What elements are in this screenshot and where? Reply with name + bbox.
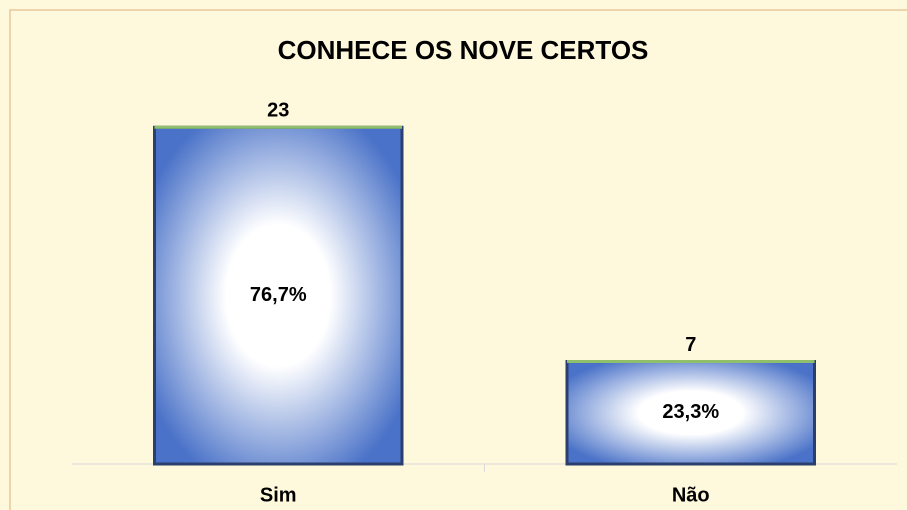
bar: [153, 125, 404, 466]
percent-label: 76,7%: [250, 284, 307, 306]
x-tick-label: Não: [672, 484, 710, 506]
frame: [9, 9, 907, 510]
chart-title: CONHECE OS NOVE CERTOS: [278, 35, 649, 65]
percent-label: 23,3%: [662, 401, 719, 423]
x-tick-label: Sim: [260, 484, 297, 506]
value-label: 23: [267, 100, 289, 122]
value-label: 7: [685, 334, 696, 356]
bar: [565, 360, 816, 466]
